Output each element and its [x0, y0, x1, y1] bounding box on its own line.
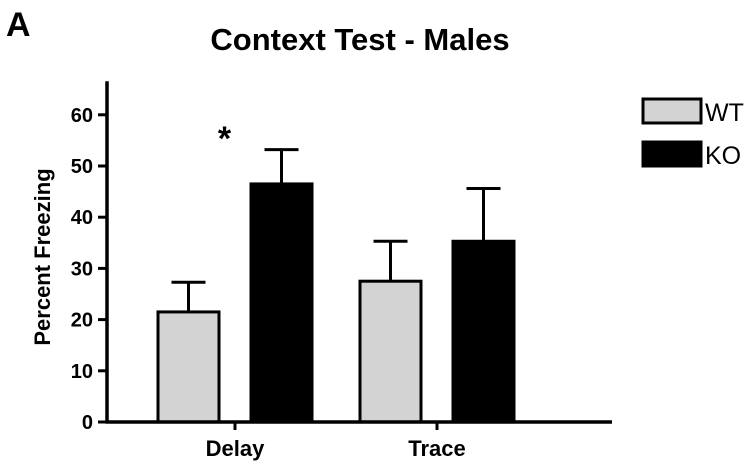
category-label-trace: Trace: [408, 436, 466, 461]
error-bars-layer: [171, 148, 501, 312]
legend-label-wt: WT: [705, 99, 744, 127]
bar-delay-ko: [249, 182, 314, 424]
y-tick-label: 20: [71, 310, 93, 332]
bar-trace-ko: [451, 239, 516, 424]
bar-trace-wt: [358, 279, 423, 424]
axes-layer: [105, 81, 612, 424]
panel-label: A: [6, 6, 31, 44]
significance-marker: *: [218, 120, 232, 158]
legend-swatch-ko: [641, 140, 703, 168]
y-tick-label: 60: [71, 105, 93, 127]
y-tick-label: 40: [71, 207, 93, 229]
y-tick-label: 10: [71, 361, 93, 383]
y-tick-label: 50: [71, 156, 93, 178]
chart-title: Context Test - Males: [210, 22, 509, 57]
annotations-layer: *: [218, 120, 232, 158]
y-axis-title: Percent Freezing: [30, 168, 55, 345]
bar-delay-wt: [156, 310, 221, 424]
y-tick-label: 30: [71, 258, 93, 280]
category-labels-layer: Delay Trace: [206, 436, 466, 461]
legend-label-ko: KO: [705, 142, 741, 170]
y-ticks-layer: 0 10 20 30 40 50 60: [71, 105, 439, 434]
legend-swatch-wt: [641, 97, 703, 125]
legend: WT KO: [641, 97, 744, 170]
bars-layer: [156, 182, 516, 424]
y-tick-label: 0: [82, 412, 93, 434]
category-label-delay: Delay: [206, 436, 265, 461]
